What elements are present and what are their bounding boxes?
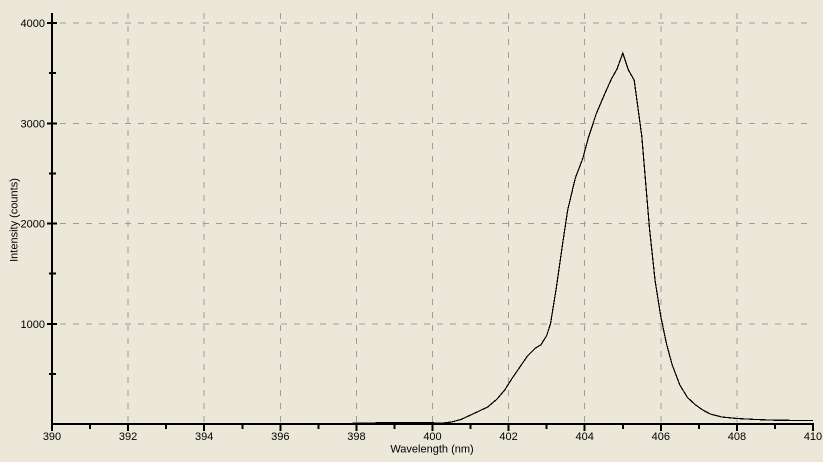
- y-tick-label: 4000: [21, 18, 45, 30]
- y-tick-label: 2000: [21, 219, 45, 231]
- x-tick-label: 400: [423, 431, 441, 443]
- x-tick-label: 406: [652, 431, 670, 443]
- x-tick-label: 398: [347, 431, 365, 443]
- x-tick-label: 390: [43, 431, 61, 443]
- x-tick-label: 404: [576, 431, 594, 443]
- x-tick-label: 394: [195, 431, 213, 443]
- x-tick-label: 402: [499, 431, 517, 443]
- spectrum-curve: [341, 51, 814, 425]
- y-axis-title: Intensity (counts): [8, 178, 21, 262]
- x-axis-title: Wavelength (nm): [390, 443, 474, 456]
- y-tick-label: 3000: [21, 118, 45, 130]
- x-tick-label: 408: [728, 431, 746, 443]
- x-tick-label: 392: [119, 431, 137, 443]
- x-tick-label: 410: [804, 431, 822, 443]
- x-tick-label: 396: [271, 431, 289, 443]
- y-tick-label: 1000: [21, 319, 45, 331]
